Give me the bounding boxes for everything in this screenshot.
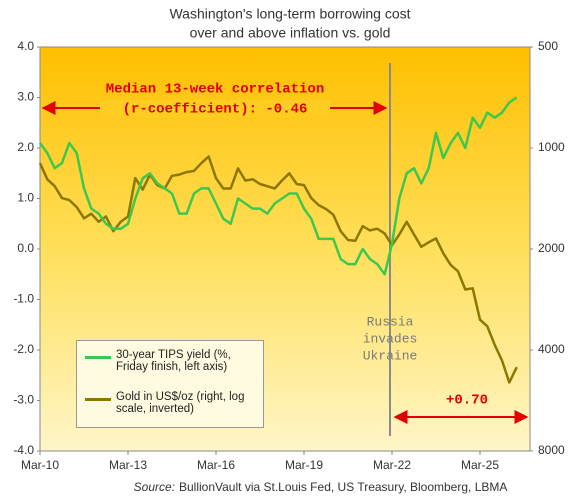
y-tick-label: 4.0 <box>17 39 34 53</box>
x-tick-label: Mar-13 <box>109 458 147 472</box>
series-line <box>38 155 518 384</box>
y-tick-label: -4.0 <box>13 443 34 457</box>
legend-label: Gold in US$/oz (right, log scale, invert… <box>116 391 245 415</box>
y2-tick-label: 4000 <box>538 342 565 356</box>
y-tick-label: -1.0 <box>13 292 34 306</box>
annotation: Russia <box>367 314 414 329</box>
legend-label: 30-year TIPS yield (%, Friday finish, le… <box>116 349 231 373</box>
legend-entry: Gold in US$/oz (right, log scale, invert… <box>85 391 259 415</box>
y2-tick-label: 500 <box>538 39 558 53</box>
y-tick-label: -2.0 <box>13 342 34 356</box>
y-tick-label: 0.0 <box>17 241 34 255</box>
x-tick-label: Mar-16 <box>197 458 235 472</box>
series-line <box>38 96 518 276</box>
annotation: Ukraine <box>363 348 418 363</box>
chart-title: over and above inflation vs. gold <box>190 25 391 41</box>
annotation: Median 13-week correlation <box>106 82 324 98</box>
y-tick-label: 2.0 <box>17 140 34 154</box>
y-tick-label: 3.0 <box>17 90 34 104</box>
annotation: (r-coefficient): -0.46 <box>123 102 308 118</box>
label-bg <box>100 100 330 117</box>
y2-tick-label: 2000 <box>538 241 565 255</box>
source: BullionVault via St.Louis Fed, US Treasu… <box>179 480 507 494</box>
x-tick-label: Mar-10 <box>21 458 59 472</box>
legend: 30-year TIPS yield (%, Friday finish, le… <box>76 340 264 428</box>
annotation: invades <box>363 331 418 346</box>
x-tick-label: Mar-19 <box>285 458 323 472</box>
source-label: Source: <box>134 480 175 494</box>
chart-title: Washington's long-term borrowing cost <box>169 6 410 22</box>
y2-tick-label: 8000 <box>538 443 565 457</box>
y-tick-label: -3.0 <box>13 393 34 407</box>
legend-swatch <box>85 356 111 359</box>
y2-tick-label: 1000 <box>538 140 565 154</box>
legend-entry: 30-year TIPS yield (%, Friday finish, le… <box>85 349 259 373</box>
x-tick-label: Mar-25 <box>461 458 499 472</box>
annotation: +0.70 <box>446 393 488 409</box>
legend-swatch <box>85 398 111 401</box>
y-tick-label: 1.0 <box>17 191 34 205</box>
x-tick-label: Mar-22 <box>373 458 411 472</box>
